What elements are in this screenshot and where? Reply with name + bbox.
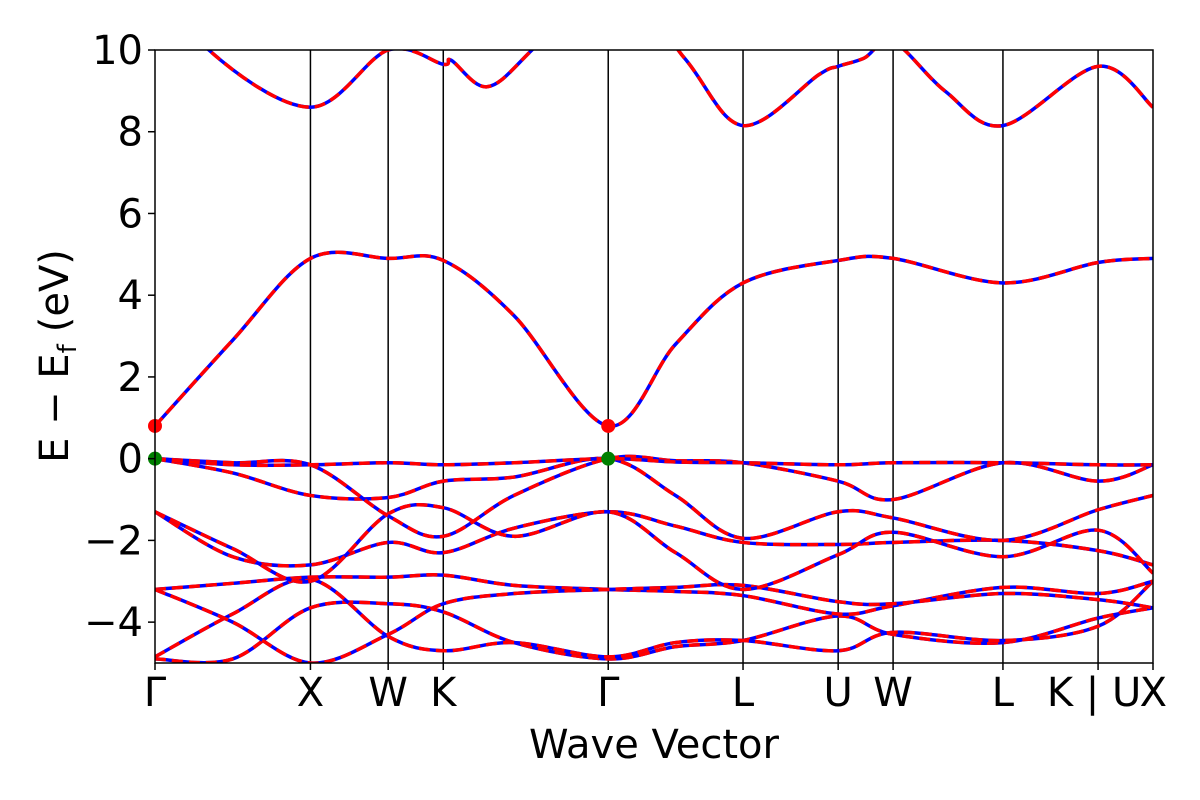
band-line-spin-down xyxy=(155,250,1153,428)
y-axis-label: E − Ef (eV) xyxy=(32,249,83,463)
y-axis-label-main: E − E xyxy=(32,353,78,463)
x-tick-label: Γ xyxy=(597,670,620,716)
band-line-spin-down xyxy=(155,456,1153,543)
y-tick-label: 2 xyxy=(118,355,143,401)
x-tick-label: X xyxy=(1140,670,1167,716)
x-tick-label: W xyxy=(873,670,913,716)
vbm-marker xyxy=(601,451,616,466)
band-line-spin-down xyxy=(206,50,1153,128)
y-axis-ticks: −4 −2 0 2 4 6 8 10 xyxy=(84,28,155,646)
x-tick-label: W xyxy=(368,670,408,716)
x-tick-label: K xyxy=(430,670,458,716)
y-tick-label: −2 xyxy=(84,518,143,564)
x-tick-label: U xyxy=(824,670,853,716)
band-line-spin-down xyxy=(155,573,1153,617)
band-line-spin-down xyxy=(155,456,1153,468)
y-tick-label: 6 xyxy=(118,191,143,237)
x-tick-label: L xyxy=(992,670,1015,716)
y-tick-label: 8 xyxy=(118,110,143,156)
band-line-spin-down xyxy=(155,582,1153,663)
x-tick-label: X xyxy=(297,670,324,716)
x-tick-label: L xyxy=(732,670,755,716)
x-tick-label: K | U xyxy=(1047,670,1141,716)
band-line-spin-down xyxy=(155,510,1153,568)
plot-frame xyxy=(154,49,1154,664)
y-tick-label: 4 xyxy=(118,273,143,319)
y-tick-label: −4 xyxy=(84,600,143,646)
band-edge-markers xyxy=(148,418,616,466)
band-line-spin-down xyxy=(155,503,1153,592)
y-axis-label-unit: (eV) xyxy=(32,249,78,332)
x-tick-label: Γ xyxy=(144,670,167,716)
x-axis-label: Wave Vector xyxy=(529,722,780,768)
high-symmetry-lines xyxy=(309,50,1099,663)
band-curves xyxy=(155,50,1153,663)
band-line-spin-down xyxy=(155,600,1153,663)
y-tick-label: 0 xyxy=(118,437,143,483)
y-axis-label-subscript: f xyxy=(53,343,83,353)
cbm-marker xyxy=(601,418,616,433)
y-tick-label: 10 xyxy=(92,28,143,74)
